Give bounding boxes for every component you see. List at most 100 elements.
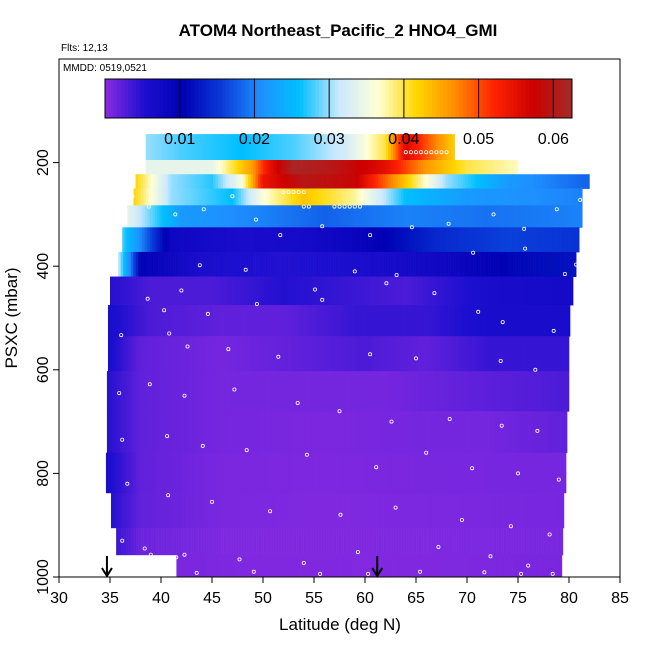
heatmap-cell [166,411,170,454]
heatmap-cell [404,411,408,454]
heatmap-cell [303,188,307,206]
heatmap-cell [240,134,244,161]
heatmap-cell [258,174,261,189]
heatmap-cell [316,371,320,412]
heatmap-cell [492,227,496,253]
heatmap-cell [421,492,424,529]
heatmap-cell [276,554,280,578]
heatmap-cell [341,411,345,454]
heatmap-cell [150,134,154,161]
heatmap-cell [498,188,502,206]
heatmap-cell [213,554,217,578]
heatmap-cell [170,188,174,206]
heatmap-cell [235,305,239,337]
heatmap-cell [149,205,153,228]
heatmap-cell [454,205,458,228]
heatmap-cell [307,276,311,306]
heatmap-cell [365,174,369,189]
heatmap-cell [213,188,217,206]
heatmap-cell [549,411,553,454]
observation-point [118,574,123,579]
heatmap-cell [218,554,222,578]
heatmap-cell [168,188,172,206]
heatmap-cell [172,205,176,228]
heatmap-cell [223,188,227,206]
heatmap-cell [247,336,251,372]
heatmap-cell [205,336,209,372]
heatmap-cell [124,371,128,412]
heatmap-cell [245,188,249,206]
heatmap-cell [538,188,542,206]
heatmap-cell [516,554,520,578]
heatmap-cell [360,134,364,161]
heatmap-cell [435,305,439,337]
heatmap-cell [352,205,356,228]
heatmap-cell [315,174,319,189]
heatmap-cell [155,188,159,206]
heatmap-cell [406,411,410,454]
observation-point [394,272,399,277]
heatmap-cell [462,276,466,306]
heatmap-cell [492,205,496,228]
heatmap-cell [488,188,492,206]
heatmap-cell [388,492,392,529]
heatmap-cell [344,227,348,253]
heatmap-cell [392,205,396,228]
heatmap-cell [264,227,268,253]
heatmap-cell [498,452,502,494]
heatmap-cell [365,160,369,175]
heatmap-cell [338,174,341,189]
heatmap-cell [544,371,548,412]
heatmap-cell [117,305,121,337]
heatmap-cell [118,492,122,529]
heatmap-cell [428,188,432,206]
heatmap-cell [416,492,419,529]
heatmap-cell [349,227,353,253]
heatmap-cell [240,251,244,277]
heatmap-cell [127,276,131,306]
heatmap-cell [247,205,251,228]
heatmap-cell [198,174,201,189]
heatmap-cell [545,251,549,277]
heatmap-cell [185,174,189,189]
heatmap-cell [261,527,264,556]
heatmap-cell [510,336,514,372]
heatmap-cell [363,174,366,189]
heatmap-cell [343,554,347,578]
heatmap-cell [375,336,379,372]
heatmap-cell [528,174,531,189]
heatmap-cell [154,227,158,253]
heatmap-cell [278,188,282,206]
heatmap-cell [532,336,536,372]
observation-point [306,204,311,209]
heatmap-cell [425,336,429,372]
heatmap-cell [232,205,236,228]
heatmap-cell [230,251,234,277]
heatmap-cell [550,276,553,306]
heatmap-cell [325,174,329,189]
heatmap-cell [534,205,538,228]
heatmap-cell [360,188,364,206]
observation-point [357,204,362,209]
heatmap-cell [568,251,571,277]
heatmap-cell [482,336,486,372]
heatmap-cell [216,492,219,529]
observation-point [419,150,424,155]
heatmap-cell [129,371,133,412]
heatmap-cell [535,174,539,189]
heatmap-cell [569,227,573,253]
heatmap-cell [391,411,395,454]
heatmap-cell [522,336,526,372]
heatmap-cell [237,205,241,228]
heatmap-cell [159,205,163,228]
heatmap-cell [342,227,346,253]
heatmap-cell [289,205,293,228]
heatmap-cell [294,205,298,228]
heatmap-cell [271,554,275,578]
heatmap-cell [555,188,559,206]
heatmap-cell [210,188,214,206]
colorbar-swatch [280,79,285,118]
heatmap-cell [533,554,537,578]
observation-point [304,452,309,457]
heatmap-cell [363,188,367,206]
